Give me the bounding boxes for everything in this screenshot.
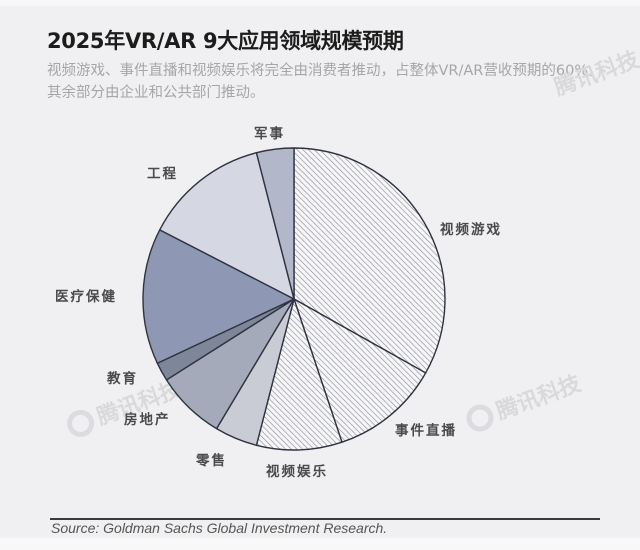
slice-label: 军事 — [254, 125, 285, 142]
slice-label: 教育 — [107, 370, 138, 387]
source-note: Source: Goldman Sachs Global Investment … — [51, 520, 388, 536]
svg-text:腾讯科技: 腾讯科技 — [493, 371, 585, 425]
slice-label: 房地产 — [124, 411, 171, 428]
pie-slices — [142, 147, 446, 451]
pie-slice-6 — [142, 229, 295, 364]
source-divider — [50, 518, 600, 520]
slice-label: 视频娱乐 — [266, 463, 328, 480]
pie-slice-1 — [293, 298, 427, 443]
pie-slice-7 — [159, 152, 295, 300]
slice-label: 医疗保健 — [55, 288, 117, 305]
pie-chart: 腾讯科技 腾讯科技 腾讯科技 视频游戏事件直播视频娱乐零售房地产教育医疗保健工程… — [55, 47, 640, 480]
top-strip — [0, 0, 640, 6]
slice-label: 事件直播 — [395, 422, 457, 439]
chart-subtitle: 视频游戏、事件直播和视频娱乐将完全由消费者推动，占整体VR/AR营收预期的60%… — [47, 63, 603, 101]
slice-label: 视频游戏 — [440, 221, 502, 238]
slice-label: 零售 — [195, 452, 227, 469]
pie-slice-2 — [255, 298, 343, 451]
watermark-2: 腾讯科技 — [551, 47, 640, 101]
watermark-4: 腾讯科技 — [466, 371, 585, 432]
pie-slice-8 — [255, 147, 295, 300]
chart-title: 2025年VR/AR 9大应用领域规模预期 — [47, 29, 404, 53]
pie-slice-0 — [293, 147, 446, 374]
bottom-strip — [0, 538, 640, 550]
svg-text:腾讯科技: 腾讯科技 — [551, 47, 640, 101]
slice-label: 工程 — [147, 166, 178, 182]
